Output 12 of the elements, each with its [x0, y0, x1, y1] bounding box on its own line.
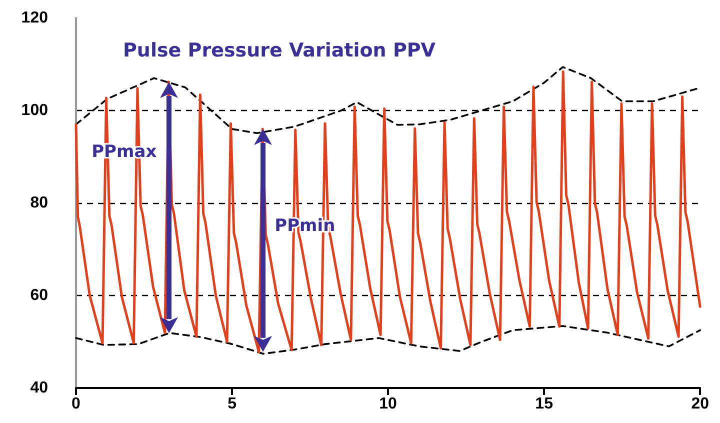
x-tick-label: 15 [535, 396, 554, 412]
line-series [74, 70, 702, 354]
y-tick-label: 80 [30, 194, 48, 212]
x-tick-label: 10 [379, 396, 398, 412]
y-tick-label: 120 [21, 10, 48, 26]
x-tick-label: 0 [72, 396, 81, 412]
y-tick-label: 40 [30, 380, 48, 396]
y-tick-label: 100 [21, 102, 48, 119]
y-tick-label: 60 [30, 287, 48, 304]
text: Pulse Pressure Variation PPV [123, 40, 436, 62]
x-tick-label: 5 [228, 396, 237, 412]
x-tick-label: 20 [691, 396, 710, 412]
